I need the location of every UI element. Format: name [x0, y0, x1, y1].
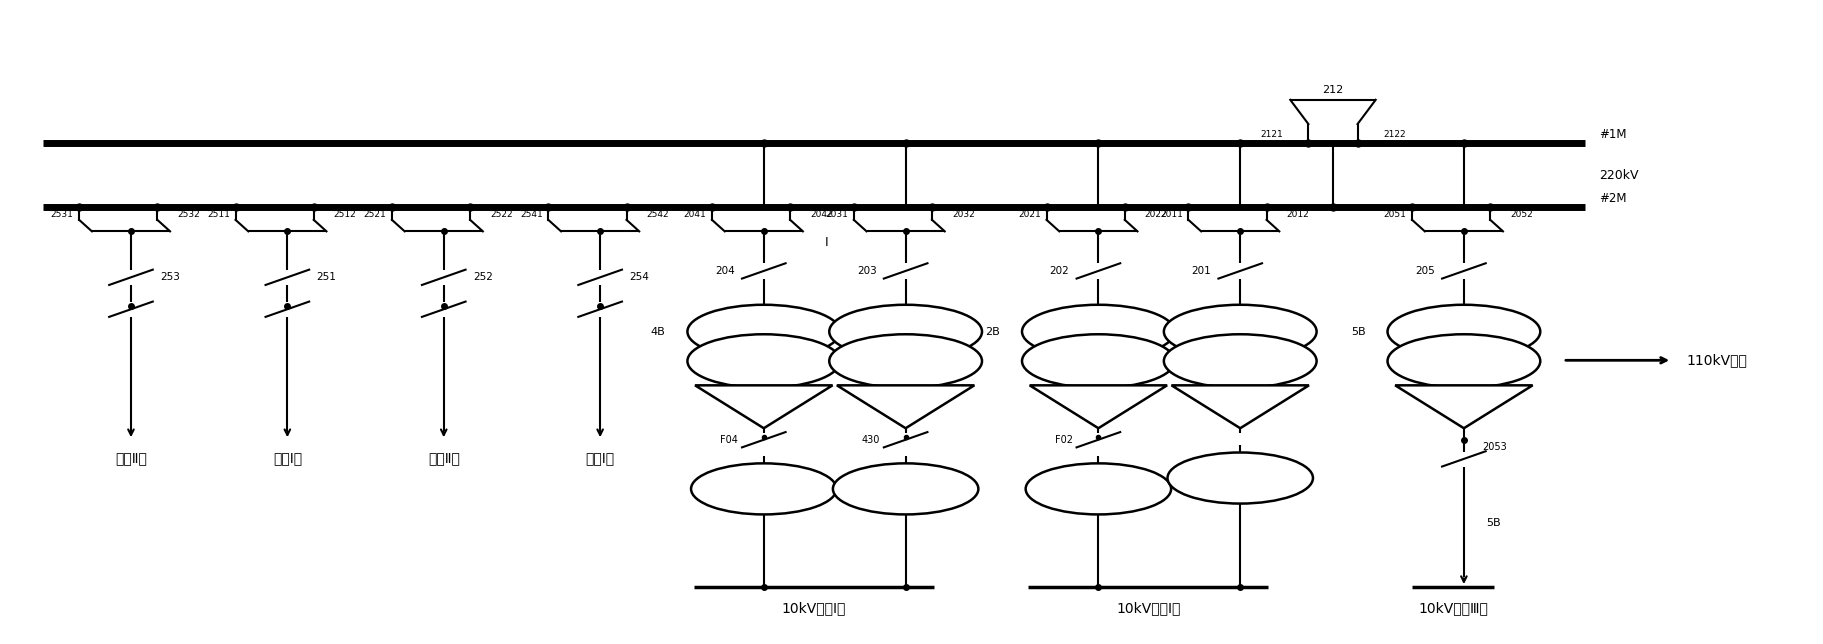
Polygon shape — [1030, 385, 1167, 428]
Polygon shape — [1170, 385, 1309, 428]
Text: 2511: 2511 — [208, 210, 230, 219]
Text: 212: 212 — [1322, 85, 1344, 95]
Polygon shape — [695, 385, 831, 428]
Circle shape — [1021, 334, 1174, 388]
Circle shape — [687, 305, 840, 359]
Text: 鲁马Ⅰ线: 鲁马Ⅰ线 — [585, 451, 614, 466]
Polygon shape — [837, 385, 973, 428]
Text: G1: G1 — [1231, 467, 1249, 477]
Text: 2541: 2541 — [520, 210, 543, 219]
Text: 2B: 2B — [984, 327, 999, 337]
Circle shape — [1163, 305, 1316, 359]
Text: 鲁马Ⅱ线: 鲁马Ⅱ线 — [428, 451, 459, 466]
Text: 5B: 5B — [1486, 518, 1500, 528]
Text: 252: 252 — [472, 272, 492, 282]
Text: G2: G2 — [1090, 477, 1107, 488]
Circle shape — [833, 463, 977, 515]
Text: 2051: 2051 — [1384, 210, 1406, 219]
Text: 2032: 2032 — [952, 210, 973, 219]
Text: 2521: 2521 — [363, 210, 386, 219]
Text: G4: G4 — [755, 477, 771, 488]
Circle shape — [1387, 334, 1539, 388]
Text: 2052: 2052 — [1509, 210, 1531, 219]
Text: I: I — [824, 236, 828, 249]
Text: 201: 201 — [1190, 266, 1210, 276]
Text: 205: 205 — [1415, 266, 1435, 276]
Text: 203: 203 — [857, 266, 877, 276]
Text: 253: 253 — [160, 272, 180, 282]
Polygon shape — [1395, 385, 1531, 428]
Text: 2041: 2041 — [684, 210, 706, 219]
Text: 2121: 2121 — [1260, 131, 1282, 140]
Text: 204: 204 — [715, 266, 735, 276]
Circle shape — [1167, 453, 1313, 504]
Circle shape — [1021, 305, 1174, 359]
Circle shape — [691, 463, 837, 515]
Text: ~: ~ — [899, 488, 912, 503]
Text: 2522: 2522 — [490, 210, 512, 219]
Text: 1B: 1B — [1127, 327, 1141, 337]
Text: #1M: #1M — [1599, 128, 1626, 140]
Text: 2542: 2542 — [645, 210, 669, 219]
Circle shape — [1025, 463, 1170, 515]
Text: 鲁罗Ⅰ线: 鲁罗Ⅰ线 — [273, 451, 303, 466]
Text: 430: 430 — [860, 435, 881, 445]
Text: 2021: 2021 — [1017, 210, 1041, 219]
Text: 2512: 2512 — [334, 210, 355, 219]
Text: 2122: 2122 — [1382, 131, 1406, 140]
Text: F02: F02 — [1054, 435, 1072, 445]
Text: 5B: 5B — [1351, 327, 1365, 337]
Text: ~: ~ — [1232, 477, 1245, 492]
Text: #2M: #2M — [1599, 191, 1626, 205]
Text: 4B: 4B — [651, 327, 665, 337]
Text: 2532: 2532 — [177, 210, 201, 219]
Circle shape — [687, 334, 840, 388]
Text: 2053: 2053 — [1482, 442, 1506, 452]
Text: 220kV: 220kV — [1599, 169, 1639, 182]
Text: 2031: 2031 — [826, 210, 848, 219]
Text: 2531: 2531 — [51, 210, 73, 219]
Circle shape — [1387, 305, 1539, 359]
Text: ~: ~ — [1092, 488, 1105, 503]
Text: 254: 254 — [629, 272, 649, 282]
Text: 2042: 2042 — [809, 210, 833, 219]
Circle shape — [1163, 334, 1316, 388]
Circle shape — [829, 305, 981, 359]
Text: 3B: 3B — [793, 327, 808, 337]
Text: 2022: 2022 — [1145, 210, 1167, 219]
Circle shape — [829, 334, 981, 388]
Text: 202: 202 — [1048, 266, 1068, 276]
Text: 10kV厂用Ⅲ段: 10kV厂用Ⅲ段 — [1416, 601, 1488, 615]
Text: 2011: 2011 — [1159, 210, 1183, 219]
Text: 2012: 2012 — [1285, 210, 1309, 219]
Text: F04: F04 — [720, 435, 738, 445]
Text: 251: 251 — [315, 272, 335, 282]
Text: 鲁罗Ⅱ线: 鲁罗Ⅱ线 — [115, 451, 148, 466]
Text: G3: G3 — [897, 477, 913, 488]
Text: ~: ~ — [757, 488, 769, 503]
Text: 10kV厂用Ⅰ段: 10kV厂用Ⅰ段 — [782, 601, 846, 615]
Text: 10kV厂用Ⅰ段: 10kV厂用Ⅰ段 — [1116, 601, 1179, 615]
Text: 110kV系统: 110kV系统 — [1686, 354, 1746, 367]
